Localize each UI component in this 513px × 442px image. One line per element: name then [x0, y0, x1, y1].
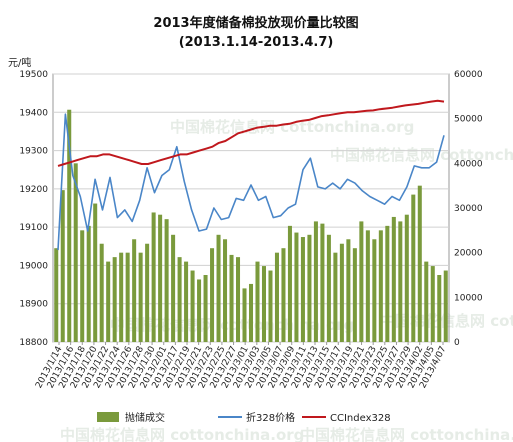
- volume-bar: [339, 243, 344, 342]
- volume-bar: [151, 212, 156, 342]
- bar-series-layer: [54, 109, 448, 342]
- volume-bar: [229, 254, 234, 342]
- y-right-tick-label: 20000: [454, 249, 483, 259]
- y-right-tick-label: 60000: [454, 70, 483, 80]
- y-right-tick-label: 30000: [454, 204, 483, 214]
- volume-bar: [365, 230, 370, 342]
- y-left-tick-label: 19400: [19, 108, 48, 118]
- volume-bar: [54, 248, 59, 342]
- volume-bar: [119, 252, 124, 342]
- price-328-line: [57, 113, 445, 251]
- volume-bar: [359, 221, 364, 342]
- y-axis-left-unit: 元/吨: [8, 56, 31, 69]
- volume-bar: [99, 243, 104, 342]
- volume-bar: [417, 185, 422, 342]
- volume-bar: [255, 261, 260, 342]
- y-left-tick-label: 19300: [19, 147, 48, 157]
- volume-bar: [352, 248, 357, 342]
- volume-bar: [242, 288, 247, 342]
- volume-bar: [145, 243, 150, 342]
- volume-bar: [138, 252, 143, 342]
- volume-bar: [132, 239, 137, 342]
- volume-bar: [93, 203, 98, 342]
- volume-bar: [86, 225, 91, 342]
- y-right-tick-label: 50000: [454, 115, 483, 125]
- volume-bar: [177, 257, 182, 342]
- volume-bar: [261, 266, 266, 342]
- volume-bar: [404, 214, 409, 342]
- volume-bar: [80, 230, 85, 342]
- volume-bar: [268, 270, 273, 342]
- volume-bar: [164, 219, 169, 342]
- volume-bar: [430, 266, 435, 342]
- legend: 抛储成交 折328价格 CCIndex328: [97, 411, 391, 424]
- y-left-tick-label: 19500: [19, 70, 48, 80]
- volume-bar: [326, 234, 331, 342]
- legend-label: 折328价格: [246, 411, 295, 424]
- volume-bar: [307, 234, 312, 342]
- watermark-text: 中国棉花信息网 cottonchina.org: [330, 146, 513, 164]
- legend-label: CCIndex328: [330, 413, 391, 424]
- volume-bar: [216, 234, 221, 342]
- volume-bar: [300, 237, 305, 342]
- volume-bar: [210, 248, 215, 342]
- watermark-text: 中国棉花信息网 cottonchina.org: [60, 426, 304, 442]
- volume-bar: [171, 234, 176, 342]
- volume-bar: [67, 109, 72, 342]
- y-right-tick-label: 40000: [454, 159, 483, 169]
- volume-bar: [73, 163, 78, 342]
- y-left-tick-label: 18800: [19, 338, 48, 348]
- y-left-tick-label: 19200: [19, 185, 48, 195]
- volume-bar: [281, 248, 286, 342]
- volume-bar: [437, 275, 442, 342]
- y-right-tick-label: 0: [454, 338, 460, 348]
- volume-bar: [320, 223, 325, 342]
- y-left-tick-label: 18900: [19, 300, 48, 310]
- volume-bar: [125, 252, 130, 342]
- volume-bar: [112, 257, 117, 342]
- line-series-layer: [57, 99, 445, 251]
- legend-swatch-bar: [97, 412, 119, 422]
- y-left-tick-label: 19100: [19, 223, 48, 233]
- volume-bar: [106, 261, 111, 342]
- volume-bar: [223, 239, 228, 342]
- volume-bar: [184, 261, 189, 342]
- volume-bar: [411, 194, 416, 342]
- volume-bar: [190, 270, 195, 342]
- watermark-text: 中国棉花信息网 cottonchina.org: [170, 118, 414, 136]
- volume-bar: [333, 252, 338, 342]
- volume-bar: [346, 239, 351, 342]
- volume-bar: [313, 221, 318, 342]
- volume-bar: [287, 225, 292, 342]
- ccindex-328-line: [57, 99, 445, 167]
- axis-layer: 18800 18900 19000 19100 19200 19300 19400 19500…: [19, 70, 483, 390]
- volume-bar: [391, 216, 396, 342]
- volume-bar: [236, 257, 241, 342]
- volume-bar: [385, 225, 390, 342]
- volume-bar: [398, 221, 403, 342]
- volume-bar: [158, 214, 163, 342]
- volume-bar: [424, 261, 429, 342]
- chart-title: 2013年度储备棉投放现价量比较图: [153, 15, 358, 31]
- watermark-text: 中国棉花信息网 cottonchina.org: [300, 426, 513, 442]
- y-right-tick-label: 10000: [454, 293, 483, 303]
- volume-bar: [248, 283, 254, 342]
- volume-bar: [294, 232, 299, 342]
- volume-bar: [197, 279, 202, 342]
- volume-bar: [203, 275, 208, 342]
- volume-bar: [443, 270, 448, 342]
- volume-bar: [60, 190, 65, 342]
- chart-subtitle: (2013.1.14-2013.4.7): [179, 35, 334, 50]
- y-left-tick-label: 19000: [19, 261, 48, 271]
- volume-bar: [378, 230, 383, 342]
- legend-label: 抛储成交: [125, 411, 165, 424]
- volume-bar: [372, 239, 377, 342]
- volume-bar: [274, 252, 279, 342]
